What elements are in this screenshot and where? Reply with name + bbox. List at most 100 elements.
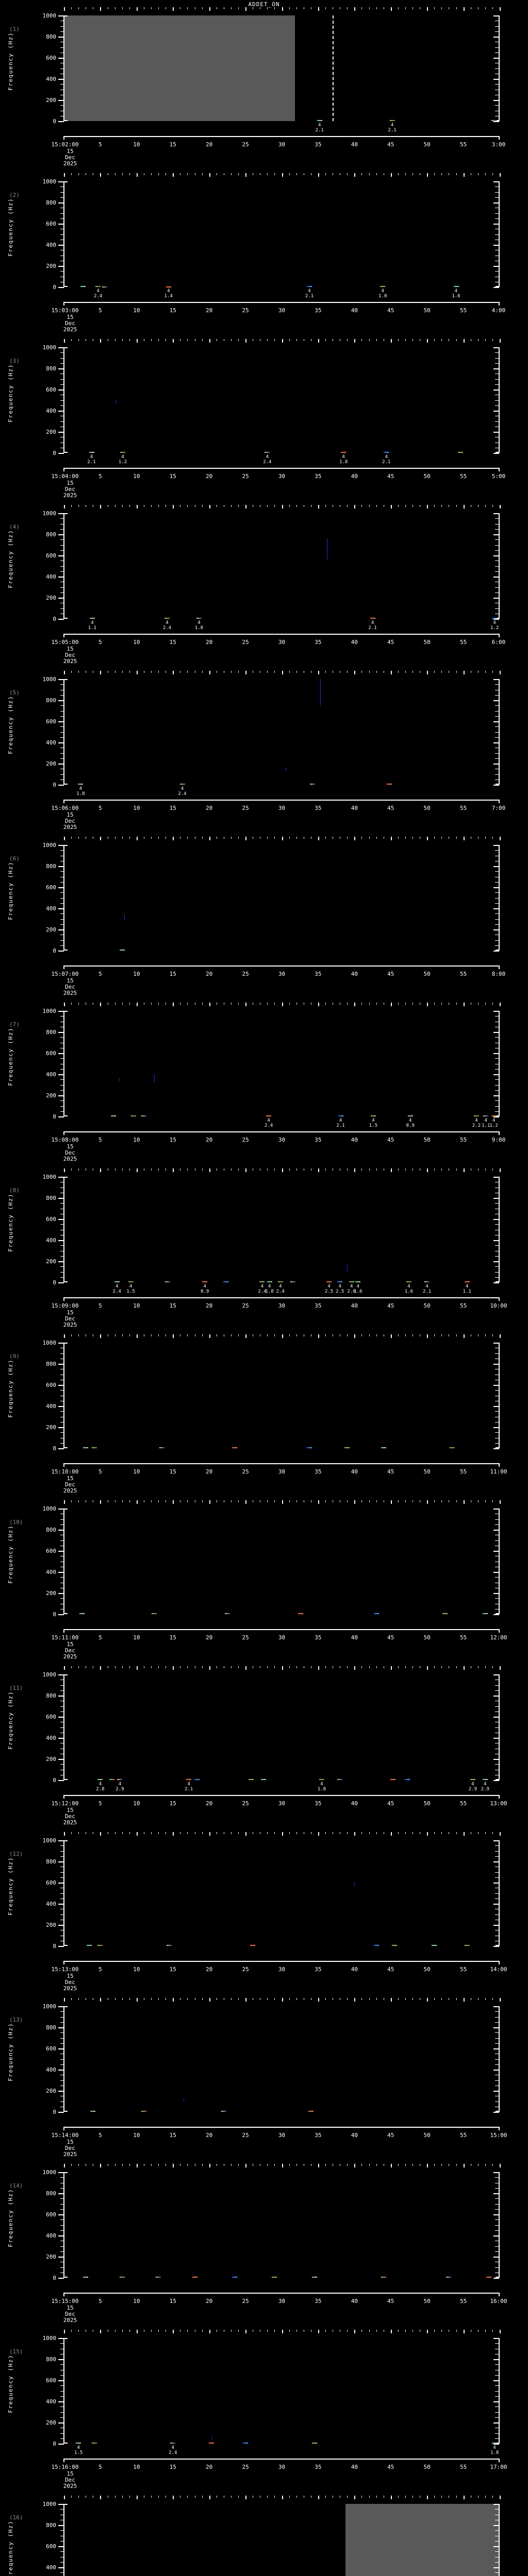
detection-mark[interactable] (89, 618, 95, 619)
detection-mark[interactable] (167, 1945, 172, 1946)
detection-mark[interactable] (128, 1281, 134, 1283)
detection-mark[interactable] (119, 950, 125, 951)
detection-mark[interactable] (87, 1945, 92, 1946)
detection-mark[interactable] (381, 1447, 386, 1449)
detection-mark[interactable] (390, 1779, 395, 1781)
detection-mark[interactable] (78, 784, 84, 785)
detection-mark[interactable] (79, 1613, 85, 1615)
detection-mark[interactable] (370, 1115, 376, 1117)
detection-mark[interactable] (186, 1779, 192, 1781)
detection-mark[interactable] (250, 1945, 256, 1946)
detection-mark[interactable] (165, 1281, 171, 1283)
detection-mark[interactable] (373, 1613, 379, 1615)
detection-mark[interactable] (272, 2277, 277, 2278)
detection-mark[interactable] (95, 285, 101, 287)
spectrogram-panel[interactable]: (7) Frequency (Hz) 0 200 400 600 800 1000 4 2.4 4 2… (0, 1002, 528, 1167)
detection-mark[interactable] (384, 452, 389, 453)
spectrogram-panel[interactable]: (3) Frequency (Hz) 0 200 400 600 800 1000 4 2.1 4 1… (0, 338, 528, 504)
detection-mark[interactable] (341, 452, 346, 453)
detection-mark[interactable] (442, 1613, 448, 1615)
detection-mark[interactable] (344, 1447, 350, 1449)
spectrogram-panel[interactable]: (1) Frequency (Hz) 0 200 400 600 800 1000 4 2.1 4 2… (0, 6, 528, 172)
detection-mark[interactable] (267, 1281, 272, 1283)
spectrogram-panel[interactable]: (5) Frequency (Hz) 0 200 400 600 800 1000 4 1.8 4 2… (0, 670, 528, 836)
detection-mark[interactable] (450, 1447, 455, 1449)
detection-mark[interactable] (97, 1945, 103, 1946)
detection-mark[interactable] (482, 1613, 488, 1615)
detection-mark[interactable] (337, 1281, 343, 1283)
spectrogram-panel[interactable]: (11) Frequency (Hz) 0 200 400 600 800 1000 4 2.8 4… (0, 1665, 528, 1831)
detection-mark[interactable] (464, 1945, 470, 1946)
detection-mark[interactable] (151, 1613, 157, 1615)
detection-mark[interactable] (337, 1779, 343, 1781)
spectrogram-panel[interactable]: (13) Frequency (Hz) 0 200 400 600 800 1000 15:14… (0, 1997, 528, 2163)
spectrogram-panel[interactable]: (14) Frequency (Hz) 0 200 400 600 800 1000 15:15… (0, 2163, 528, 2329)
detection-mark[interactable] (114, 1281, 120, 1283)
detection-mark[interactable] (265, 452, 270, 453)
detection-mark[interactable] (117, 1779, 123, 1781)
detection-mark[interactable] (338, 1115, 343, 1117)
detection-mark[interactable] (349, 1281, 354, 1283)
detection-mark[interactable] (457, 452, 463, 453)
detection-mark[interactable] (141, 1115, 146, 1117)
detection-mark[interactable] (249, 1779, 254, 1781)
detection-mark[interactable] (446, 2277, 452, 2278)
detection-mark[interactable] (424, 1281, 430, 1283)
detection-mark[interactable] (208, 2443, 214, 2444)
detection-mark[interactable] (290, 1281, 295, 1283)
spectrogram-panel[interactable]: (6) Frequency (Hz) 0 200 400 600 800 1000 15:07:… (0, 836, 528, 1002)
detection-mark[interactable] (491, 1115, 497, 1117)
detection-mark[interactable] (232, 1447, 237, 1449)
detection-mark[interactable] (259, 1281, 265, 1283)
detection-mark[interactable] (224, 1613, 230, 1615)
detection-mark[interactable] (76, 2443, 81, 2444)
detection-mark[interactable] (308, 2111, 314, 2112)
detection-mark[interactable] (80, 286, 86, 287)
detection-mark[interactable] (406, 1281, 411, 1283)
spectrogram-panel[interactable]: (9) Frequency (Hz) 0 200 400 600 800 1000 15:10:… (0, 1333, 528, 1499)
detection-mark[interactable] (166, 286, 171, 287)
detection-mark[interactable] (453, 286, 459, 287)
detection-mark[interactable] (483, 1115, 489, 1117)
spectrogram-panel[interactable]: (4) Frequency (Hz) 0 200 400 600 800 1000 4 1.1 4 2… (0, 504, 528, 670)
spectrogram-panel[interactable]: (16)Frequency (Hz)0200400600800100041.64… (0, 2495, 528, 2576)
detection-mark[interactable] (381, 2277, 386, 2278)
detection-mark[interactable] (432, 1945, 437, 1946)
spectrogram-panel[interactable]: (8) Frequency (Hz) 0 200 400 600 800 1000 4 2.4 4 1… (0, 1167, 528, 1333)
detection-mark[interactable] (473, 1115, 479, 1117)
detection-mark[interactable] (482, 1779, 488, 1781)
detection-mark[interactable] (92, 2443, 97, 2444)
detection-mark[interactable] (156, 2277, 161, 2278)
detection-mark[interactable] (170, 2443, 176, 2444)
detection-mark[interactable] (277, 1281, 283, 1283)
spectrogram-panel[interactable]: (12) Frequency (Hz) 0 200 400 600 800 1000 15:13… (0, 1831, 528, 1997)
detection-mark[interactable] (491, 120, 497, 122)
detection-mark[interactable] (407, 1115, 413, 1117)
detection-mark[interactable] (92, 1447, 97, 1449)
detection-mark[interactable] (223, 1281, 229, 1283)
detection-mark[interactable] (90, 2111, 96, 2112)
detection-mark[interactable] (391, 1945, 397, 1946)
detection-mark[interactable] (266, 1115, 272, 1117)
detection-mark[interactable] (389, 120, 395, 122)
detection-mark[interactable] (232, 2277, 237, 2278)
detection-mark[interactable] (194, 1779, 200, 1781)
detection-mark[interactable] (141, 2111, 146, 2112)
detection-mark[interactable] (164, 618, 170, 619)
detection-mark[interactable] (192, 2277, 197, 2278)
detection-mark[interactable] (261, 1779, 267, 1781)
detection-mark[interactable] (120, 452, 126, 453)
detection-mark[interactable] (373, 1945, 379, 1946)
detection-mark[interactable] (131, 1115, 137, 1117)
detection-mark[interactable] (492, 618, 498, 619)
detection-mark[interactable] (97, 1779, 103, 1781)
detection-mark[interactable] (298, 1613, 304, 1615)
detection-mark[interactable] (311, 2277, 317, 2278)
detection-mark[interactable] (319, 1779, 324, 1781)
detection-mark[interactable] (102, 286, 107, 287)
detection-mark[interactable] (89, 452, 94, 453)
detection-mark[interactable] (202, 1281, 208, 1283)
detection-mark[interactable] (119, 2277, 125, 2278)
spectrogram-panel[interactable]: (10) Frequency (Hz) 0 200 400 600 800 1000 15:11… (0, 1499, 528, 1665)
detection-mark[interactable] (179, 784, 185, 785)
